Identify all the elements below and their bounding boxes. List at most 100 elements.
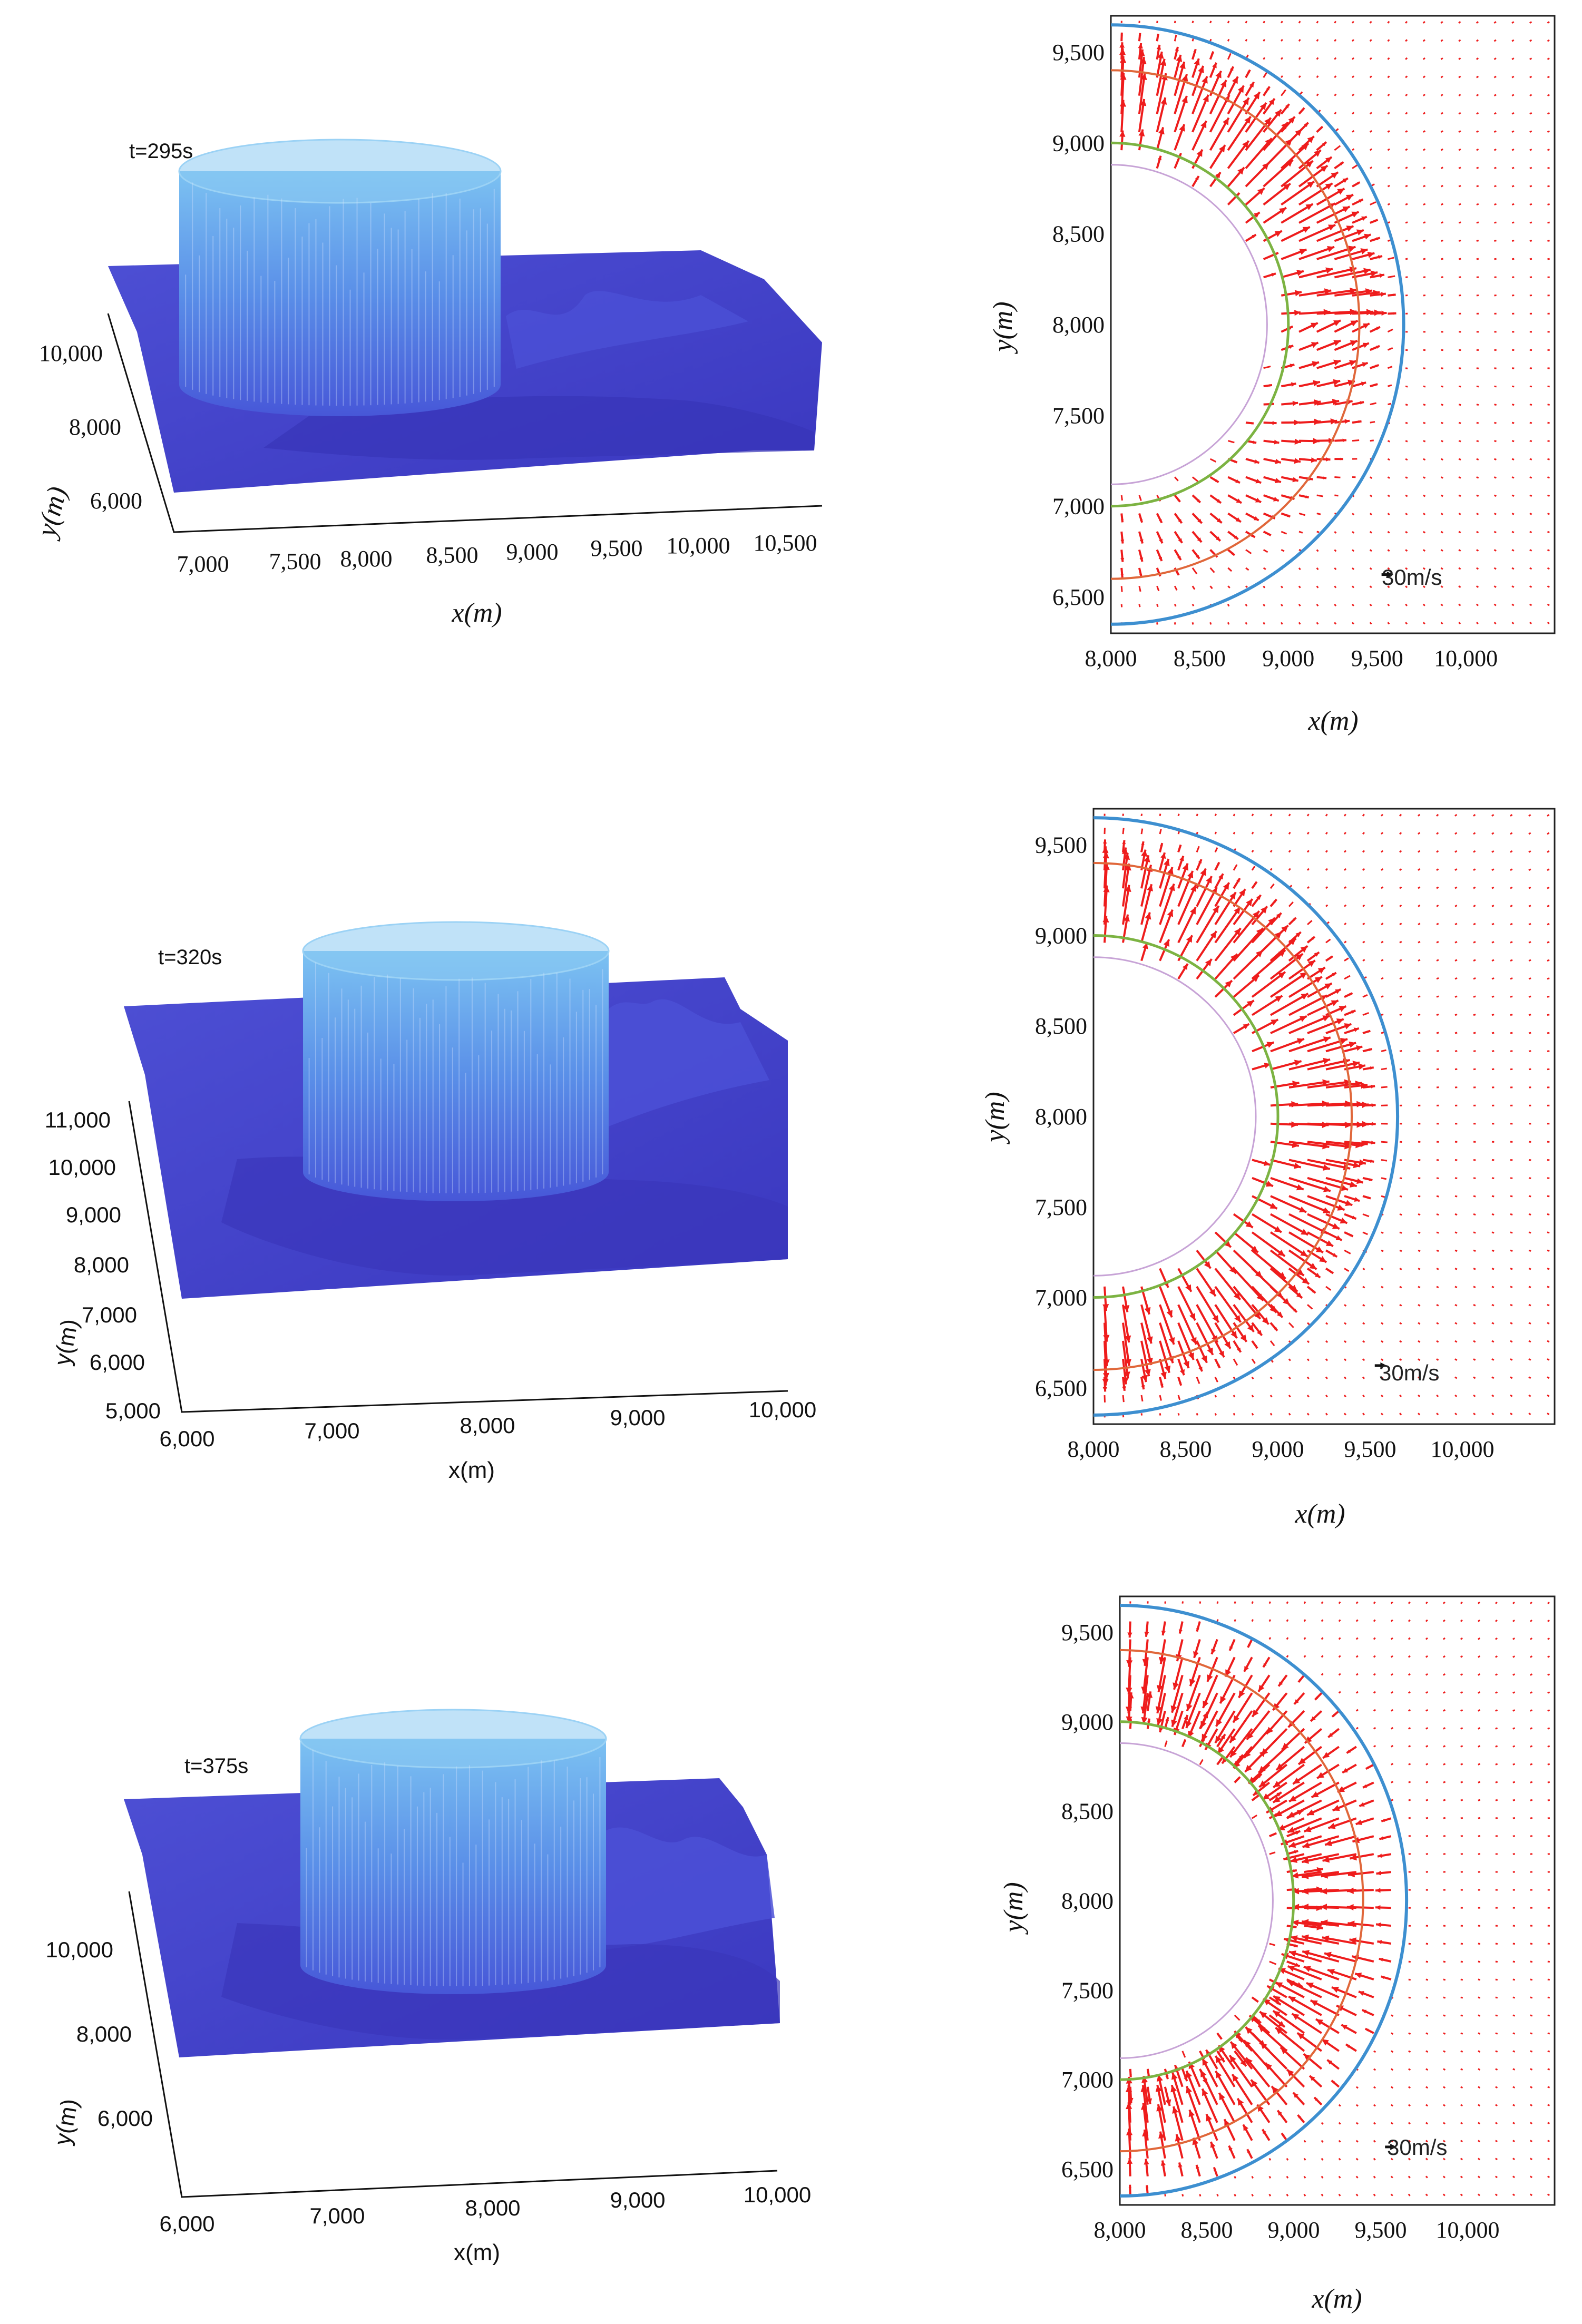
velocity-arrow — [1454, 1286, 1458, 1289]
y-tick-label: 11,000 — [45, 1107, 111, 1132]
velocity-arrow — [1493, 57, 1497, 60]
velocity-arrow — [1351, 75, 1355, 79]
velocity-arrow — [1352, 130, 1355, 133]
velocity-arrow — [1478, 2050, 1481, 2053]
velocity-arrow — [1458, 130, 1461, 133]
velocity-arrow — [1476, 148, 1479, 151]
velocity-arrow — [1442, 1619, 1446, 1622]
velocity-arrow — [1399, 1068, 1402, 1071]
arrow-head — [1170, 2085, 1177, 2093]
arrow-head — [1160, 1384, 1164, 1388]
velocity-arrow — [1547, 2032, 1550, 2035]
velocity-arrow — [1511, 603, 1515, 606]
arrow-head — [1342, 207, 1350, 213]
velocity-arrow — [1387, 148, 1390, 151]
axis-frame — [128, 1891, 778, 2198]
x-tick-label: 9,000 — [610, 2188, 665, 2212]
velocity-arrow — [1510, 850, 1513, 853]
arrow-head — [1262, 2129, 1267, 2134]
velocity-arrow — [1495, 2104, 1498, 2107]
velocity-arrow — [1528, 1340, 1531, 1343]
velocity-arrow — [1422, 57, 1425, 60]
arrow-head — [1160, 58, 1167, 66]
arrow-head — [1129, 2074, 1132, 2077]
arrow-head — [1125, 1335, 1131, 1343]
velocity-arrow — [1303, 2175, 1306, 2179]
velocity-arrow — [1440, 494, 1443, 497]
velocity-arrow — [1422, 585, 1425, 589]
velocity-arrow — [1281, 585, 1283, 589]
velocity-arrow — [1476, 21, 1479, 24]
arrow-head — [1163, 859, 1170, 866]
velocity-arrow — [1251, 1601, 1254, 1604]
velocity-arrow — [1460, 1853, 1463, 1855]
velocity-arrow — [1495, 2068, 1498, 2071]
velocity-arrow — [1408, 1727, 1411, 1730]
arrow-head — [1141, 1686, 1148, 1694]
velocity-arrow — [1528, 886, 1531, 889]
velocity-arrow — [1362, 904, 1365, 907]
velocity-arrow — [1530, 2050, 1533, 2053]
y-tick-label: 7,000 — [1061, 2067, 1114, 2093]
velocity-arrow — [1436, 1303, 1439, 1307]
arrow-head — [1219, 2036, 1222, 2039]
arrow-head — [1346, 225, 1354, 232]
velocity-arrow — [1441, 367, 1443, 369]
arrow-head — [1364, 233, 1371, 240]
velocity-arrow — [1512, 1673, 1516, 1676]
velocity-arrow — [1355, 2068, 1359, 2071]
arrow-head — [1325, 1840, 1332, 1847]
arrow-head — [1216, 518, 1222, 523]
velocity-arrow — [1251, 1395, 1254, 1398]
arrow-head — [1160, 852, 1166, 859]
velocity-arrow — [1512, 1978, 1516, 1981]
velocity-arrow — [1381, 1322, 1384, 1325]
arrow-head — [1171, 2072, 1178, 2080]
arrow-head — [1186, 935, 1193, 943]
arrow-head — [1295, 1830, 1301, 1835]
velocity-arrow — [1263, 38, 1265, 42]
arrow-head — [1217, 1747, 1224, 1754]
velocity-arrow — [1321, 2158, 1324, 2161]
y-tick-label: 8,000 — [69, 414, 121, 440]
arrow-head — [1211, 1649, 1216, 1654]
velocity-arrow — [1473, 923, 1476, 926]
velocity-arrow — [1251, 1231, 1286, 1257]
velocity-arrow — [1547, 112, 1550, 115]
arrow-head — [1282, 2133, 1285, 2136]
arrow-head — [1371, 1103, 1376, 1107]
x-axis-label: x(m) — [1307, 706, 1358, 736]
velocity-arrow — [1298, 585, 1301, 589]
arrow-head — [1322, 142, 1326, 146]
velocity-arrow — [1529, 1601, 1533, 1604]
velocity-arrow — [1351, 603, 1354, 607]
velocity-arrow — [1245, 54, 1249, 60]
velocity-arrow — [1547, 622, 1550, 624]
velocity-arrow — [1196, 1304, 1219, 1344]
velocity-arrow — [1493, 112, 1497, 115]
velocity-arrow — [1476, 567, 1479, 570]
velocity-arrow — [1423, 458, 1426, 461]
arrow-head — [1218, 874, 1223, 880]
arrow-head — [1220, 80, 1226, 88]
velocity-arrow — [1269, 1851, 1276, 1855]
velocity-arrow — [1373, 1637, 1376, 1640]
x-tick-label: 10,000 — [744, 2182, 811, 2207]
arrow-head — [1215, 2071, 1222, 2078]
arrow-head — [1183, 1360, 1189, 1368]
velocity-arrow — [1405, 221, 1408, 224]
arrow-head — [1355, 1973, 1362, 1978]
velocity-arrow — [1307, 1304, 1313, 1310]
arrow-head — [1246, 1732, 1254, 1740]
arrow-head — [1283, 1298, 1290, 1305]
arrow-head — [1351, 211, 1359, 218]
x-tick-label: 10,000 — [1431, 1436, 1495, 1462]
velocity-arrow — [1263, 567, 1266, 570]
velocity-arrow — [1338, 1619, 1341, 1622]
arrow-head — [1295, 932, 1301, 937]
velocity-arrow — [1493, 94, 1497, 96]
arrow-head — [1260, 906, 1267, 914]
velocity-arrow — [1181, 2051, 1186, 2058]
velocity-arrow — [1443, 1745, 1446, 1748]
velocity-arrow — [1547, 1358, 1550, 1361]
